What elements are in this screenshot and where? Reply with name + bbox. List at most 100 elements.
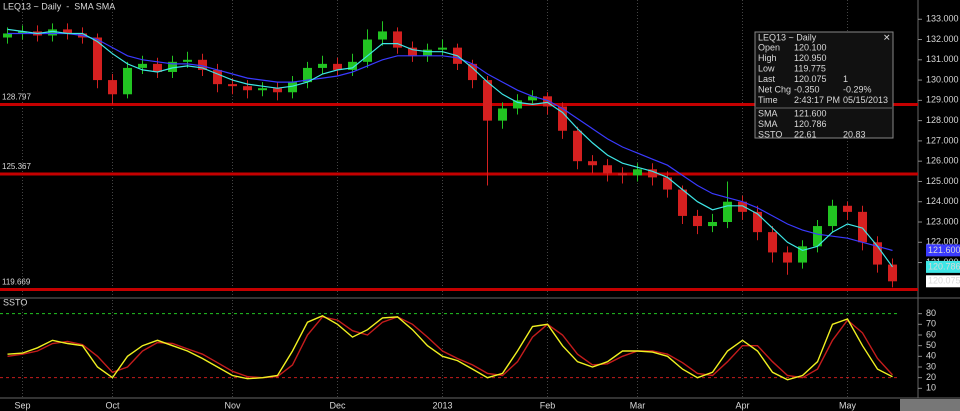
candle-body <box>318 63 327 68</box>
y-tick-label: 127.000 <box>926 135 959 145</box>
candle-body <box>408 47 417 56</box>
y-tick-label: 128.000 <box>926 115 959 125</box>
candle-body <box>723 201 732 222</box>
info-value: 20.83 <box>843 129 866 139</box>
info-label: Last <box>758 74 776 84</box>
candle-body <box>18 31 27 34</box>
candle-body <box>303 67 312 83</box>
info-value: 05/15/2013 <box>843 95 888 105</box>
y-tick-label: 126.000 <box>926 156 959 166</box>
info-value: -0.350 <box>794 84 820 94</box>
candle-body <box>243 86 252 91</box>
y-tick-label: 130.000 <box>926 74 959 84</box>
y-tick-label: 131.000 <box>926 54 959 64</box>
candle-body <box>198 59 207 70</box>
candle-body <box>618 173 627 176</box>
candle-body <box>873 242 882 265</box>
candle-body <box>393 31 402 48</box>
y-tick-label: 125.000 <box>926 176 959 186</box>
y-tick-label: 80 <box>926 308 936 318</box>
info-value: 121.600 <box>794 108 827 118</box>
candle-body <box>588 161 597 166</box>
candle-body <box>513 100 522 109</box>
ssto-line <box>7 315 893 381</box>
candle-body <box>483 80 492 121</box>
y-tick-label: 123.000 <box>926 216 959 226</box>
price-tag-label: 120.786 <box>928 261 960 271</box>
sma-line <box>7 28 893 268</box>
y-tick-label: 124.000 <box>926 196 959 206</box>
candle-body <box>63 29 72 34</box>
candle-body <box>258 88 267 91</box>
price-tag-label: 120.075 <box>928 276 960 286</box>
info-label: High <box>758 53 777 63</box>
close-icon[interactable]: ✕ <box>883 32 891 42</box>
candle-body <box>273 88 282 93</box>
x-tick-label: Dec <box>329 400 346 410</box>
price-tag <box>926 260 960 273</box>
candle-body <box>468 63 477 81</box>
chart-title: LEQ13 ~ Daily - SMA SMA <box>3 1 115 11</box>
candle-body <box>108 80 117 95</box>
candle-body <box>543 96 552 107</box>
candle-body <box>378 31 387 40</box>
candle-body <box>348 61 357 70</box>
x-tick-label: 2013 <box>432 400 452 410</box>
candle-body <box>843 205 852 212</box>
info-label: SMA <box>758 119 778 129</box>
candle-body <box>633 169 642 176</box>
info-label: Net Chg <box>758 84 791 94</box>
candle-body <box>138 63 147 68</box>
info-value: 120.786 <box>794 119 827 129</box>
info-label: SSTO <box>758 129 782 139</box>
candle-body <box>768 232 777 253</box>
candle-body <box>48 29 57 36</box>
candle-body <box>183 59 192 62</box>
x-tick-label: Oct <box>105 400 120 410</box>
y-tick-label: 129.000 <box>926 95 959 105</box>
candle-body <box>783 252 792 263</box>
horizontal-line-label: 125.367 <box>2 162 31 171</box>
info-value: 22.61 <box>794 129 817 139</box>
candle-body <box>168 61 177 72</box>
candle-body <box>573 130 582 162</box>
x-tick-label: Feb <box>540 400 556 410</box>
info-panel <box>754 31 894 139</box>
candle-body <box>558 106 567 131</box>
y-tick-label: 70 <box>926 319 936 329</box>
ssto-line <box>7 316 894 379</box>
candle-body <box>3 33 12 38</box>
candle-body <box>708 222 717 227</box>
candle-body <box>858 211 867 243</box>
y-tick-label: 50 <box>926 340 936 350</box>
candle-body <box>738 201 747 212</box>
candle-body <box>798 246 807 263</box>
candle-body <box>228 84 237 87</box>
info-value: 120.075 <box>794 74 827 84</box>
info-value: 120.100 <box>794 42 827 52</box>
info-value: 1 <box>843 74 848 84</box>
y-tick-label: 122.000 <box>926 237 959 247</box>
y-tick-label: 30 <box>926 361 936 371</box>
scroll-box[interactable] <box>900 399 960 411</box>
info-label: Low <box>758 63 775 73</box>
candle-body <box>93 37 102 81</box>
horizontal-line-label: 119.669 <box>2 278 31 287</box>
x-tick-label: Sep <box>14 400 30 410</box>
y-tick-label: 60 <box>926 329 936 339</box>
info-label: Time <box>758 95 778 105</box>
candle-body <box>813 226 822 247</box>
y-tick-label: 10 <box>926 383 936 393</box>
y-tick-label: 20 <box>926 372 936 382</box>
info-value: -0.29% <box>843 84 872 94</box>
candle-body <box>663 177 672 190</box>
candle-body <box>648 169 657 178</box>
candle-body <box>498 108 507 121</box>
candle-body <box>363 39 372 62</box>
candle-body <box>153 63 162 72</box>
info-value: 2:43:17 PM <box>794 95 840 105</box>
info-label: Open <box>758 42 780 52</box>
horizontal-line-label: 128.797 <box>2 93 31 102</box>
